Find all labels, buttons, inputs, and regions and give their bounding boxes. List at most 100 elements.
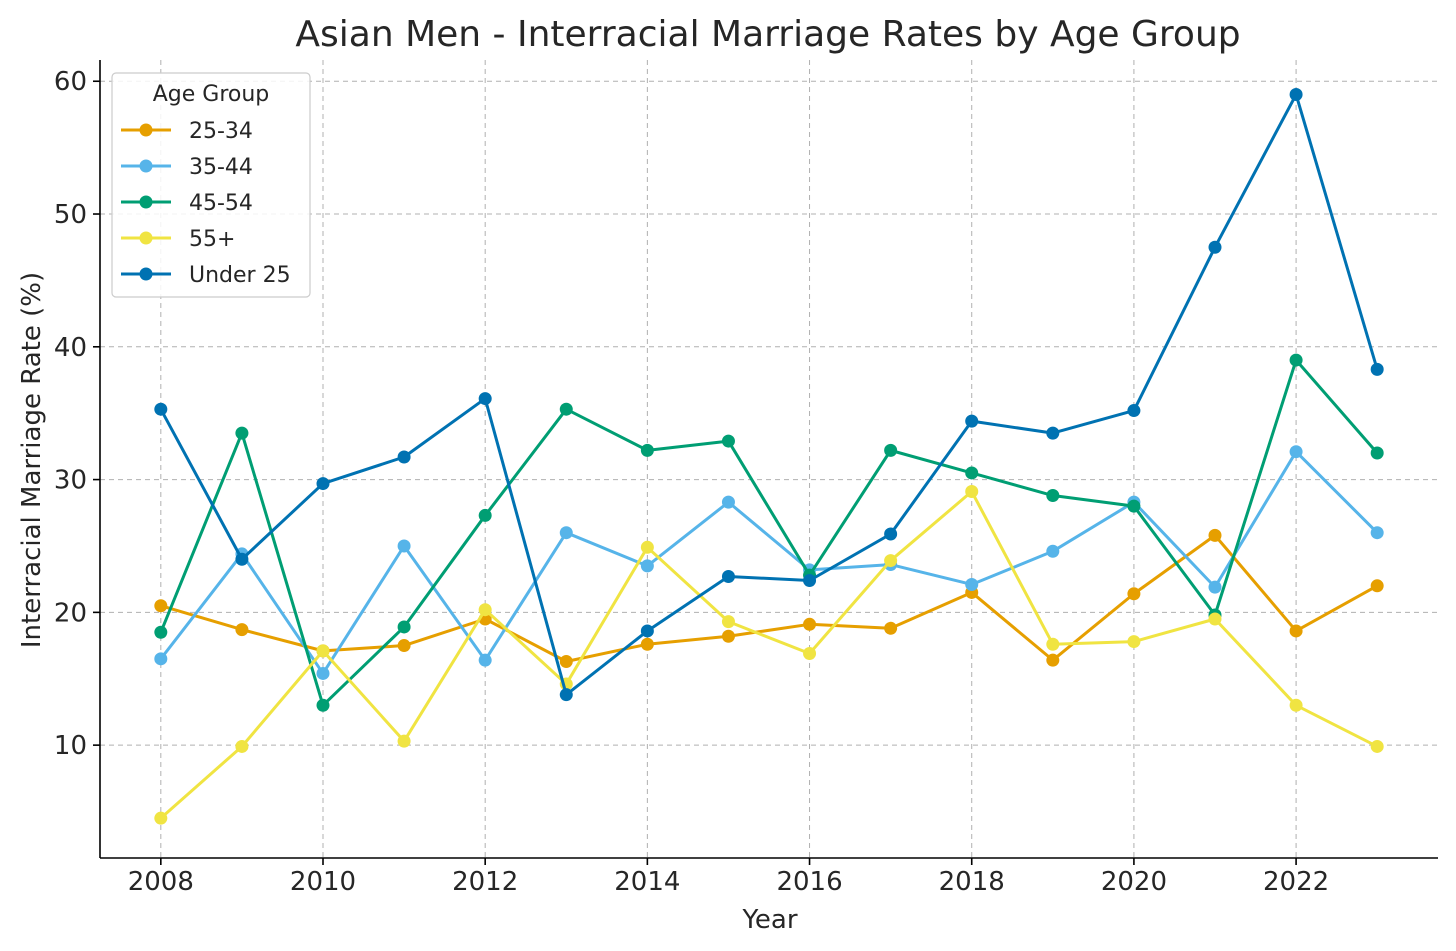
series-line-55 (159, 490, 1378, 820)
y-axis-label: Interracial Marriage Rate (%) (17, 272, 47, 648)
legend-item-55: 55+ (121, 227, 235, 252)
data-point-55 (397, 734, 411, 748)
data-point-45-54 (1289, 353, 1303, 367)
data-point-under-25 (721, 570, 735, 584)
data-point-35-44 (1370, 526, 1384, 540)
x-axis-label: Year (741, 905, 797, 935)
data-point-45-54 (316, 698, 330, 712)
data-point-45-54 (721, 434, 735, 448)
data-point-25-34 (721, 629, 735, 643)
data-point-55 (803, 647, 817, 661)
y-tick-label: 10 (54, 731, 87, 761)
data-point-55 (154, 811, 168, 825)
x-tick-label: 2016 (776, 867, 842, 897)
data-point-under-25 (235, 552, 249, 566)
x-tick-label: 2010 (290, 867, 356, 897)
data-point-55 (235, 739, 249, 753)
grid (100, 60, 1438, 858)
series-line-under-25 (159, 93, 1379, 697)
x-tick-label: 2012 (452, 867, 518, 897)
legend-label: 55+ (189, 227, 235, 252)
data-point-under-25 (559, 688, 573, 702)
data-point-55 (1289, 698, 1303, 712)
data-point-25-34 (640, 637, 654, 651)
x-tick-label: 2008 (128, 867, 194, 897)
data-point-under-25 (1127, 404, 1141, 418)
series-45-54 (154, 353, 1384, 712)
data-point-25-34 (803, 617, 817, 631)
data-point-45-54 (154, 625, 168, 639)
x-tick-label: 2020 (1101, 867, 1167, 897)
legend-swatch-marker (139, 267, 153, 281)
data-point-25-34 (884, 621, 898, 635)
legend-label: 35-44 (189, 155, 253, 180)
data-point-55 (1370, 739, 1384, 753)
legend-swatch-marker (139, 231, 153, 245)
legend-swatch-marker (139, 123, 153, 137)
data-point-45-54 (397, 620, 411, 634)
data-point-35-44 (1046, 544, 1060, 558)
y-tick-label: 60 (54, 67, 87, 97)
data-point-25-34 (1127, 587, 1141, 601)
legend: Age Group 25-34 35-44 45-54 55+ Under 25 (111, 72, 311, 298)
data-point-25-34 (1289, 624, 1303, 638)
data-point-45-54 (640, 443, 654, 457)
legend-item-under-25: Under 25 (121, 263, 291, 288)
y-tick-label: 50 (54, 200, 87, 230)
data-point-under-25 (316, 477, 330, 491)
data-point-35-44 (1208, 580, 1222, 594)
data-point-under-25 (1208, 240, 1222, 254)
legend-label: Under 25 (189, 263, 291, 288)
data-point-45-54 (559, 402, 573, 416)
data-point-under-25 (1289, 88, 1303, 102)
legend-item-25-34: 25-34 (121, 119, 253, 144)
legend-label: 45-54 (189, 191, 253, 216)
data-point-55 (316, 644, 330, 658)
data-point-25-34 (1370, 579, 1384, 593)
data-point-35-44 (397, 539, 411, 553)
data-point-under-25 (397, 450, 411, 464)
data-point-45-54 (1046, 489, 1060, 503)
legend-title: Age Group (153, 82, 270, 107)
data-point-45-54 (1370, 446, 1384, 460)
series-line-35-44 (159, 450, 1379, 675)
data-point-under-25 (884, 527, 898, 541)
data-point-55 (965, 485, 979, 499)
y-tick-label: 40 (54, 333, 87, 363)
data-point-55 (1208, 612, 1222, 626)
data-point-55 (1046, 637, 1060, 651)
data-point-under-25 (1046, 426, 1060, 440)
axes: 2008 2010 2012 2014 2016 2018 2020 2022 10 20 30 40… (54, 60, 1438, 897)
data-point-25-34 (559, 654, 573, 668)
series-35-44 (154, 445, 1384, 680)
data-point-25-34 (154, 599, 168, 613)
data-point-35-44 (640, 559, 654, 573)
series-55 (154, 485, 1384, 825)
legend-item-35-44: 35-44 (121, 155, 253, 180)
x-tick-label: 2018 (939, 867, 1005, 897)
chart-title: Asian Men - Interracial Marriage Rates b… (295, 14, 1240, 55)
y-tick-label: 20 (54, 598, 87, 628)
data-point-35-44 (1289, 445, 1303, 459)
data-point-under-25 (1370, 362, 1384, 376)
data-point-under-25 (478, 392, 492, 406)
series-layer (154, 88, 1384, 825)
data-point-55 (640, 540, 654, 554)
data-point-under-25 (803, 573, 817, 587)
legend-swatch-marker (139, 195, 153, 209)
y-tick-label: 30 (54, 466, 87, 496)
data-point-under-25 (965, 414, 979, 428)
legend-label: 25-34 (189, 119, 253, 144)
data-point-45-54 (884, 443, 898, 457)
series-under-25 (154, 88, 1384, 702)
data-point-25-34 (235, 623, 249, 637)
data-point-55 (478, 603, 492, 617)
data-point-35-44 (721, 495, 735, 509)
data-point-45-54 (235, 426, 249, 440)
data-point-45-54 (1127, 499, 1141, 513)
data-point-35-44 (316, 666, 330, 680)
data-point-45-54 (965, 466, 979, 480)
data-point-25-34 (1046, 653, 1060, 667)
legend-item-45-54: 45-54 (121, 191, 253, 216)
data-point-25-34 (397, 639, 411, 653)
